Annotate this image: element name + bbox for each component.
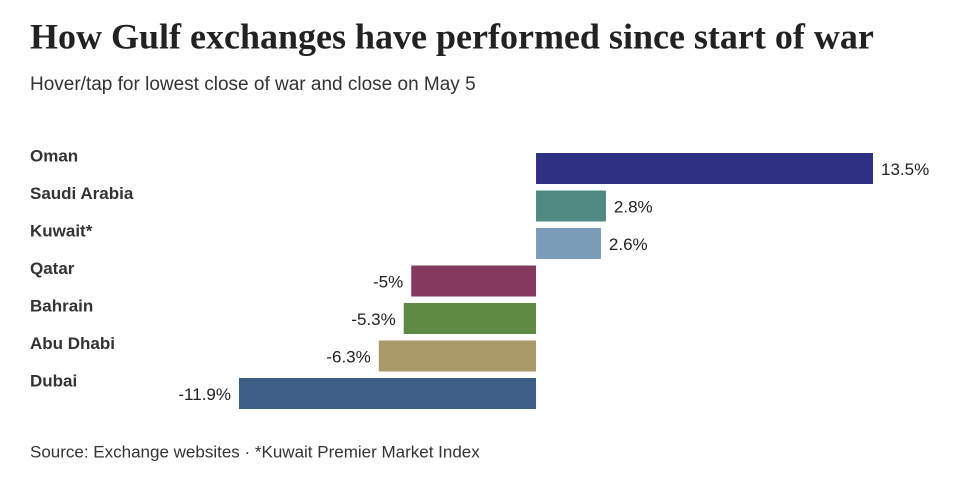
value-label: -11.9%: [178, 385, 231, 404]
value-label: -5.3%: [351, 310, 395, 329]
bar: [378, 340, 537, 372]
category-label: Saudi Arabia: [30, 184, 134, 203]
category-label: Dubai: [30, 371, 77, 390]
source-note: Source: Exchange websites · *Kuwait Prem…: [30, 442, 480, 461]
value-label: -6.3%: [326, 347, 370, 366]
chart-title: How Gulf exchanges have performed since …: [30, 16, 874, 56]
category-label: Bahrain: [30, 296, 93, 315]
category-label: Oman: [30, 146, 78, 165]
bar: [239, 378, 537, 409]
bar: [411, 265, 537, 297]
value-label: 2.8%: [614, 197, 653, 216]
chart-subtitle: Hover/tap for lowest close of war and cl…: [30, 74, 476, 95]
bar: [403, 303, 537, 334]
bar: [536, 228, 601, 259]
bar: [536, 190, 606, 222]
value-label: 13.5%: [881, 160, 929, 179]
bar: [536, 153, 873, 184]
value-label: 2.6%: [609, 235, 648, 254]
category-label: Abu Dhabi: [30, 334, 115, 353]
category-label: Qatar: [30, 259, 75, 278]
value-label: -5%: [373, 272, 403, 291]
category-label: Kuwait*: [30, 221, 93, 240]
